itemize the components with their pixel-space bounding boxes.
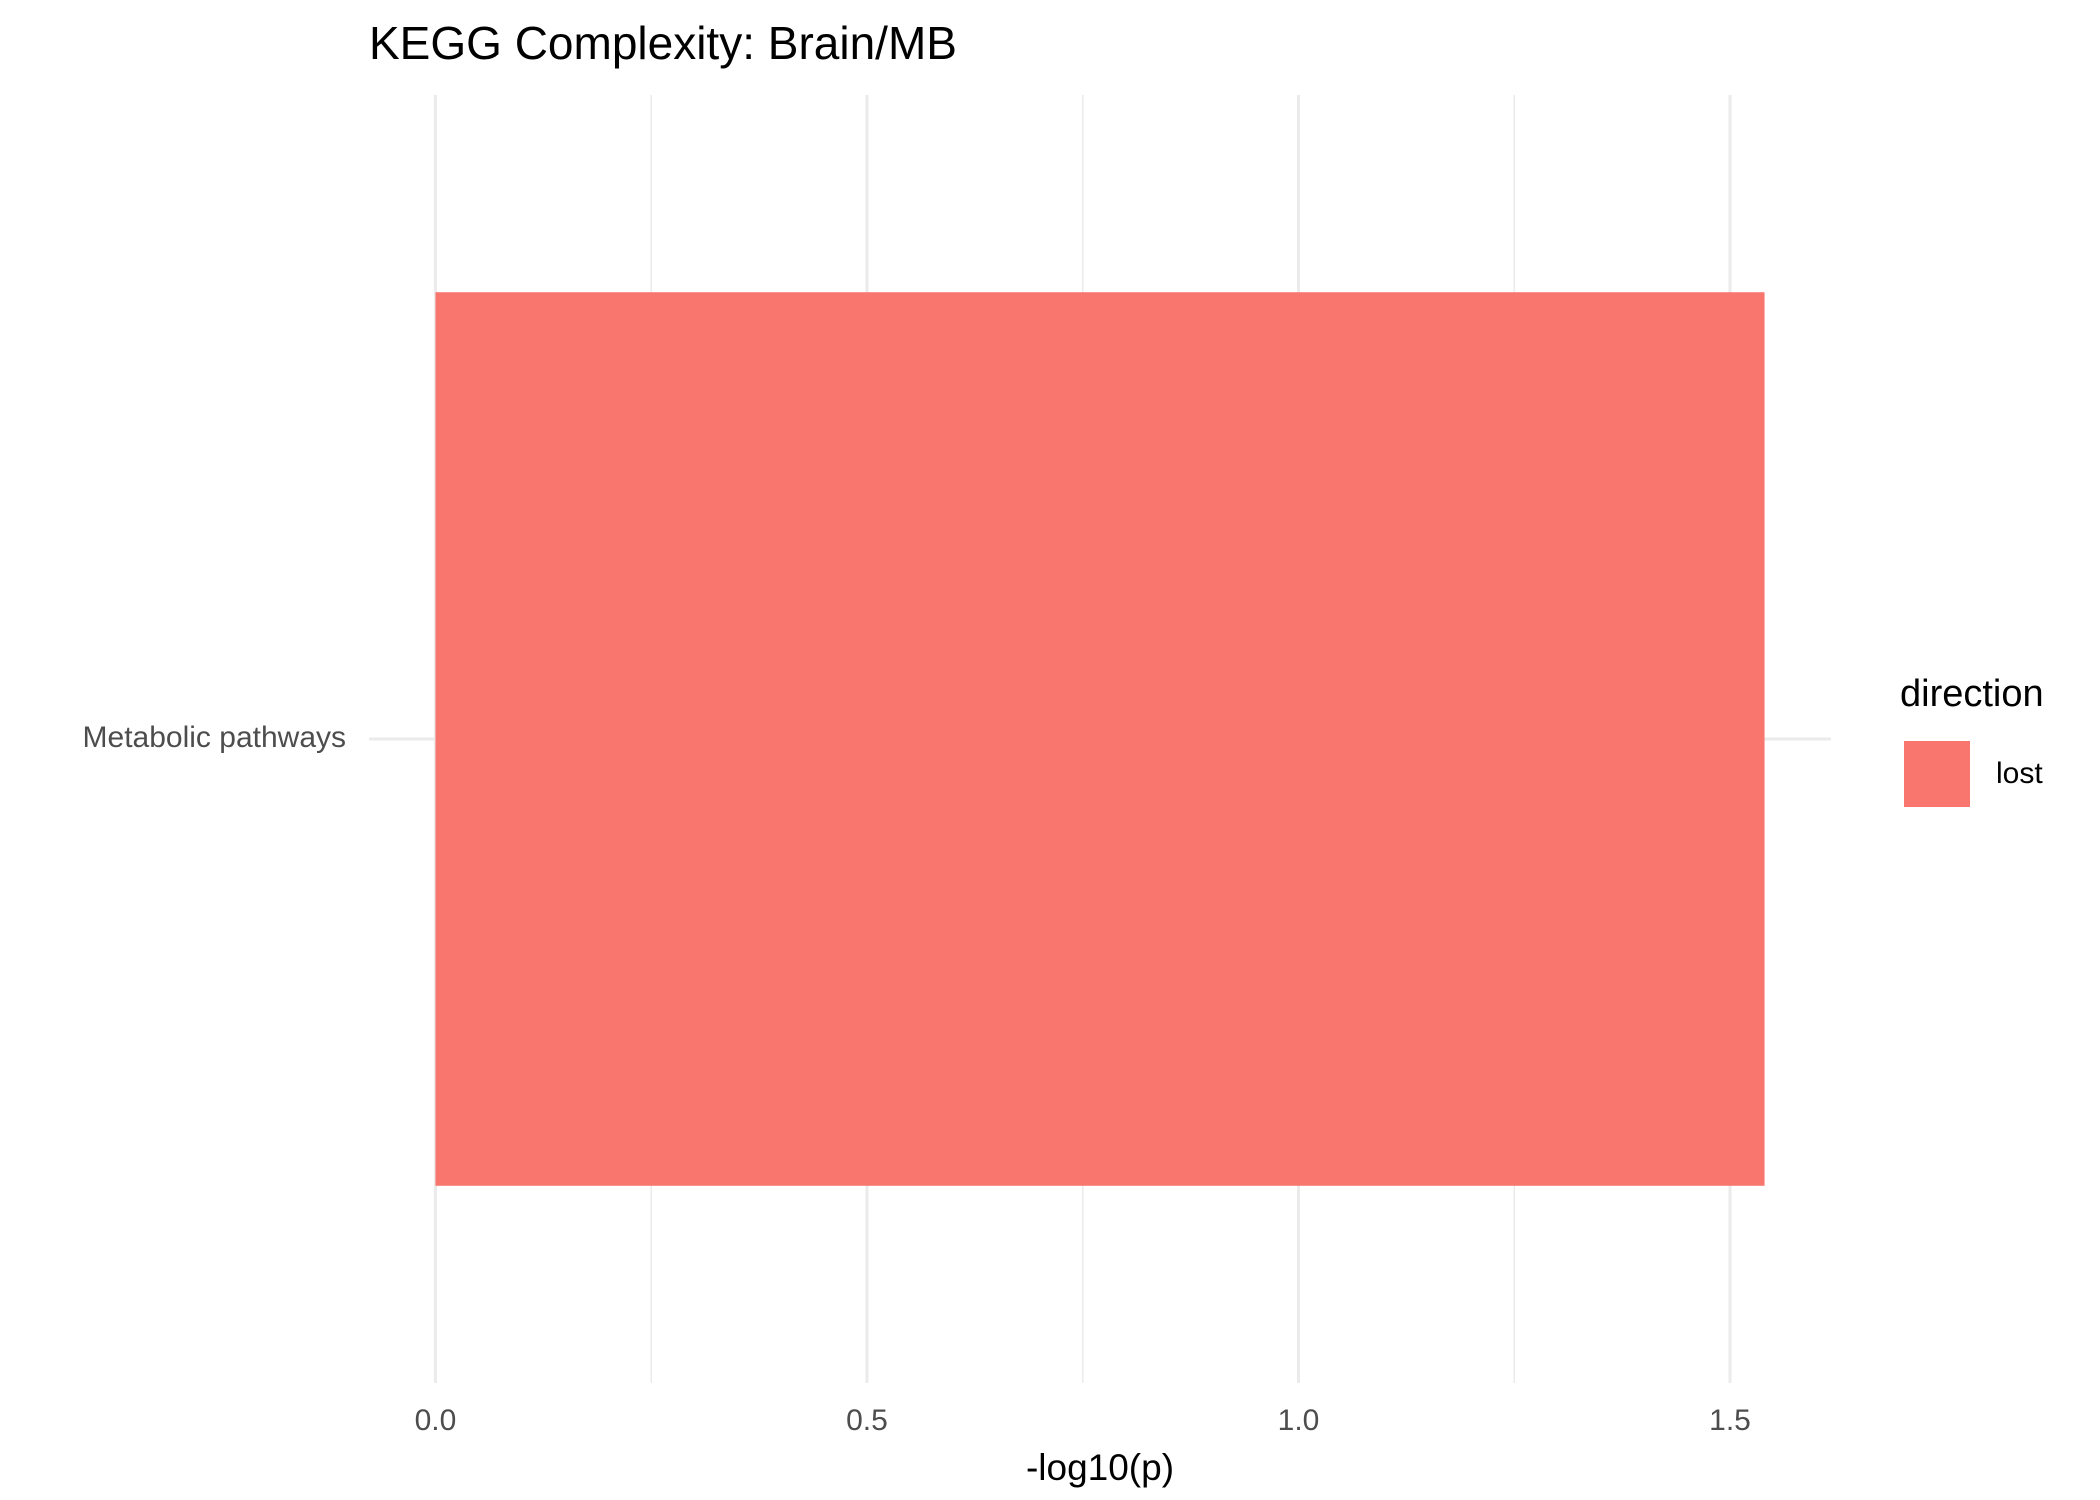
x-tick-label: 1.5 <box>1709 1404 1751 1437</box>
chart-title: KEGG Complexity: Brain/MB <box>369 17 957 69</box>
y-tick-label: Metabolic pathways <box>83 721 346 754</box>
legend-title: direction <box>1900 673 2044 715</box>
legend-label: lost <box>1996 757 2043 790</box>
x-tick-label: 0.5 <box>846 1404 888 1437</box>
bar <box>435 292 1765 1186</box>
x-axis-title: -log10(p) <box>1026 1447 1174 1488</box>
x-tick-label: 0.0 <box>415 1404 457 1437</box>
x-tick-label: 1.0 <box>1278 1404 1320 1437</box>
legend-key <box>1904 741 1970 807</box>
